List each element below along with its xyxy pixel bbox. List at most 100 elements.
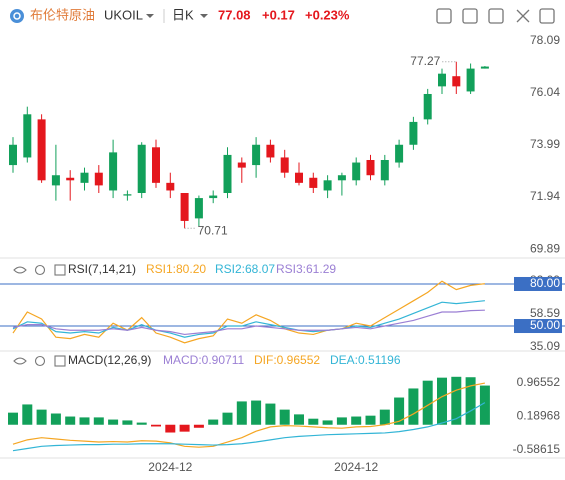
candle-body (395, 144, 404, 163)
settings-button[interactable] (539, 8, 555, 24)
instrument-name[interactable]: 布伦特原油 (30, 7, 95, 22)
candle-body (323, 180, 332, 191)
macd-title: MACD(12,26,9) (68, 353, 151, 367)
symbol[interactable]: UKOIL (104, 7, 143, 22)
macd-bar (122, 420, 133, 425)
candle-body (409, 121, 418, 145)
candle-body (123, 194, 132, 196)
macd-bar (408, 388, 419, 425)
macd-bar (179, 424, 190, 432)
macd-bar (151, 424, 161, 427)
dropdown[interactable] (146, 14, 154, 18)
macd-bar (351, 416, 362, 425)
macd-bar (437, 377, 447, 425)
tool-button[interactable] (462, 8, 478, 24)
candle-body (66, 177, 75, 181)
reference-label-box (514, 319, 562, 334)
period[interactable]: 日K (172, 7, 194, 22)
gear-icon[interactable] (34, 355, 46, 367)
fullscreen-button[interactable] (516, 9, 530, 23)
candle-body (223, 154, 232, 194)
candle-body (252, 144, 261, 166)
macd-bar (50, 413, 61, 425)
reference-label: 50.00 (530, 318, 560, 332)
candle-body (194, 198, 203, 219)
macd-bar (308, 418, 319, 425)
macd-bar (422, 380, 433, 425)
dropdown[interactable] (200, 14, 208, 18)
macd-bar (193, 424, 204, 428)
macd-bar (279, 409, 290, 425)
candle-body (51, 175, 60, 186)
legend-entry: MACD:0.90711 (163, 353, 244, 367)
candle-body (23, 114, 32, 158)
candle-body (209, 195, 218, 199)
x-tick-label: 2024-12 (334, 460, 378, 474)
candle-body (280, 157, 289, 173)
low-label: 70.71 (198, 223, 228, 237)
candle-body (438, 73, 446, 87)
macd-bar (36, 409, 47, 425)
y-tick-label: 0.96552 (517, 375, 561, 389)
gear-icon[interactable] (34, 264, 46, 276)
candle-body (337, 175, 346, 181)
change-pct: +0.23% (305, 7, 350, 22)
macd-bar (236, 401, 247, 425)
macd-bar (136, 422, 147, 425)
rsi-line (12, 300, 485, 338)
tool-button[interactable] (488, 8, 504, 24)
y-tick-label: 71.94 (530, 189, 560, 203)
macd-bar (365, 415, 376, 425)
legend-entry: RSI2:68.07 (215, 262, 275, 276)
candle-body (295, 172, 303, 183)
eye-icon[interactable] (13, 357, 27, 365)
macd-bar (22, 404, 33, 425)
candle-body (137, 144, 146, 194)
y-tick-label: 73.99 (530, 137, 560, 151)
macd-bar (8, 412, 18, 425)
eye-icon[interactable] (13, 266, 27, 274)
check-icon[interactable] (54, 355, 66, 367)
macd-bar (394, 397, 405, 425)
macd-bar (479, 385, 490, 425)
candle-body (366, 159, 375, 176)
candle-body (109, 152, 118, 191)
macd-bar (93, 417, 104, 425)
rsi-title: RSI(7,14,21) (68, 262, 136, 276)
candle-body (166, 182, 175, 191)
tool-button[interactable] (436, 8, 452, 24)
rsi-line (12, 280, 485, 344)
y-tick-label: 76.04 (530, 85, 560, 99)
y-tick-label: -0.58615 (513, 442, 561, 456)
y-tick-label: 78.09 (530, 33, 560, 47)
macd-bar (251, 400, 262, 425)
macd-bar (336, 417, 347, 425)
macd-bar (165, 424, 176, 433)
candle-body (152, 147, 160, 183)
y-tick-label: 69.89 (530, 241, 560, 255)
candle-body (466, 68, 475, 92)
rsi-line (12, 309, 485, 336)
candle-body (80, 172, 89, 183)
x-tick-label: 2024-12 (148, 460, 192, 474)
legend-entry: RSI3:61.29 (276, 262, 336, 276)
legend-entry: RSI1:80.20 (146, 262, 206, 276)
y-tick-label: 58.59 (530, 306, 560, 320)
macd-bar (465, 377, 476, 425)
macd-bar (265, 403, 276, 425)
candle-body (380, 159, 389, 181)
macd-bar (322, 420, 333, 425)
legend-entry: DIF:0.96552 (254, 353, 320, 367)
macd-bar (79, 417, 90, 425)
reference-label-box (514, 276, 562, 291)
symbol-icon (10, 9, 24, 23)
macd-bar (65, 416, 76, 425)
candle-body (480, 66, 489, 69)
candle-body (9, 144, 17, 166)
check-icon[interactable] (54, 264, 66, 276)
candle-body (94, 172, 103, 186)
candle-body (309, 177, 318, 188)
symbol-icon-inner (13, 12, 21, 20)
reference-label: 80.00 (530, 276, 560, 290)
